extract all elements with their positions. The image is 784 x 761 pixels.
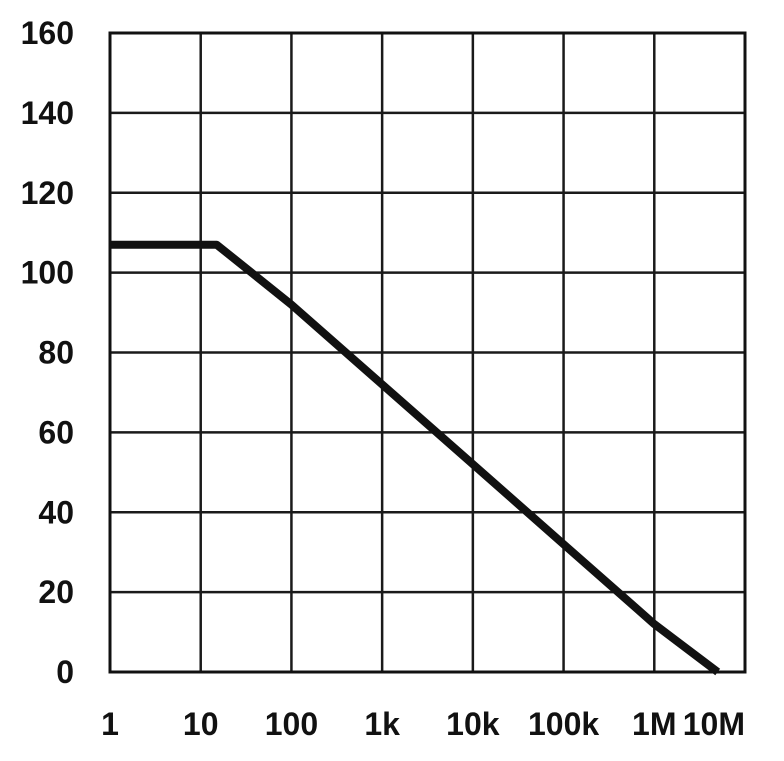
series-line-0 — [110, 240, 721, 676]
x-tick-label-4: 10k — [446, 706, 500, 742]
y-tick-label-0: 0 — [56, 654, 74, 690]
plot-border — [108, 31, 747, 674]
x-tick-label-1: 10 — [183, 706, 219, 742]
x-axis-tick-labels: 1 10 100 1k 10k 100k 1M 10M — [101, 706, 745, 742]
y-tick-label-5: 100 — [21, 255, 74, 291]
grid — [108, 31, 747, 674]
y-tick-label-4: 80 — [38, 335, 74, 371]
y-tick-label-7: 140 — [21, 95, 74, 131]
y-tick-label-2: 40 — [38, 494, 74, 530]
series-layer — [110, 240, 721, 676]
x-tick-label-0: 1 — [101, 706, 119, 742]
y-axis-tick-labels: 0 20 40 60 80 100 120 140 160 — [21, 15, 74, 690]
x-tick-label-5: 100k — [528, 706, 599, 742]
x-tick-label-2: 100 — [265, 706, 318, 742]
x-tick-label-6: 1M — [632, 706, 676, 742]
x-tick-label-3: 1k — [364, 706, 400, 742]
y-tick-label-6: 120 — [21, 175, 74, 211]
y-tick-label-3: 60 — [38, 414, 74, 450]
plot-frame — [108, 31, 747, 674]
x-tick-label-7: 10M — [683, 706, 745, 742]
y-tick-label-8: 160 — [21, 15, 74, 51]
y-tick-label-1: 20 — [38, 574, 74, 610]
